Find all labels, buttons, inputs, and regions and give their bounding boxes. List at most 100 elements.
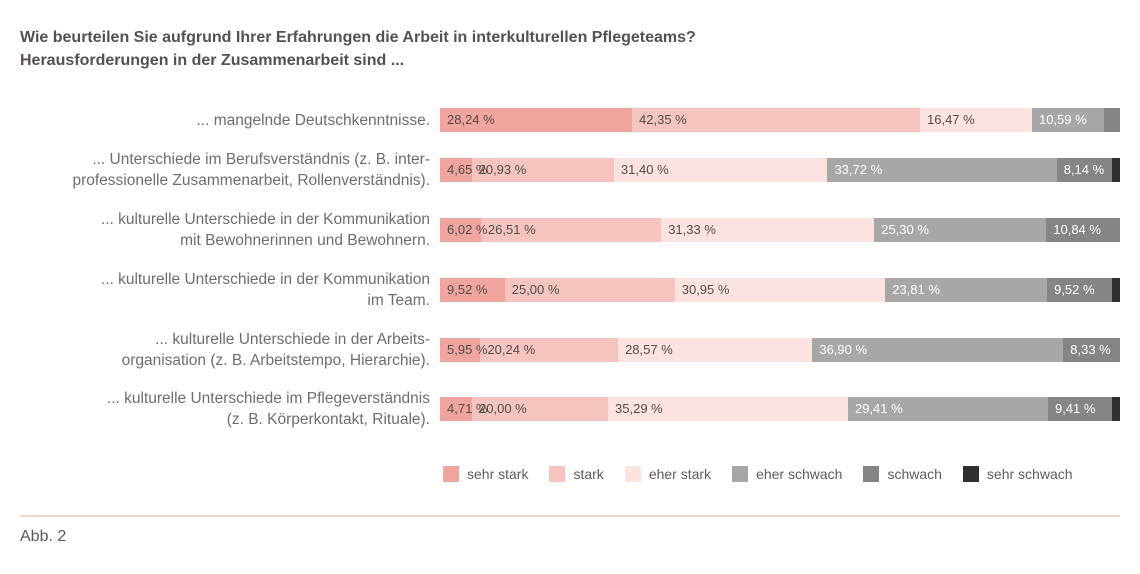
bar-segment-value: 8,33 % <box>1070 342 1111 357</box>
stacked-bar: 5,95 % 20,24 % 28,57 % 36,90 % 8,33 % <box>440 338 1120 362</box>
bar-segment-stark: 42,35 % <box>632 108 920 132</box>
bar-segment-stark: 20,93 % <box>471 158 614 182</box>
bar-segment-value: 28,57 % <box>625 342 673 357</box>
stacked-bar: 6,02 % 26,51 % 31,33 % 25,30 % 10,84 % <box>440 218 1120 242</box>
legend-swatch-icon <box>863 466 880 482</box>
legend-swatch-icon <box>549 466 566 482</box>
bar-segment-eher-stark: 28,57 % <box>618 338 813 362</box>
legend-item-sehr-schwach: sehr schwach <box>962 466 1073 482</box>
bar-segment-value: 25,30 % <box>881 222 929 237</box>
legend-label: sehr stark <box>467 466 529 482</box>
bar-segment-value: 31,40 % <box>620 162 669 177</box>
bar-segment-eher-stark: 30,95 % <box>674 278 886 302</box>
bar-segment-eher-stark: 16,47 % <box>920 108 1032 132</box>
bar-segment-sehr-schwach <box>1111 278 1120 302</box>
legend-label: eher stark <box>648 466 712 482</box>
legend-item-eher-schwach: eher schwach <box>732 466 842 482</box>
chart-legend: sehr stark stark eher stark eher schwach sch… <box>443 466 1073 482</box>
bar-segment-value: 6,02 % <box>447 222 488 237</box>
bar-segment-sehr-stark: 4,65 % <box>440 158 487 182</box>
legend-label: sehr schwach <box>986 466 1073 482</box>
bar-segment-value: 10,84 % <box>1053 222 1101 237</box>
bar-segment-eher-schwach: 23,81 % <box>885 278 1048 302</box>
legend-item-eher-stark: eher stark <box>624 466 712 482</box>
legend-label: eher schwach <box>756 466 843 482</box>
bar-segment-schwach: 8,33 % <box>1063 338 1120 362</box>
bar-segment-value: 20,00 % <box>479 401 527 416</box>
legend-swatch-icon <box>732 466 749 482</box>
bar-segment-schwach: 8,14 % <box>1056 158 1113 182</box>
bar-segment-value: 23,81 % <box>892 282 940 297</box>
bar-segment-sehr-stark: 5,95 % <box>440 338 487 362</box>
bar-segment-value: 10,59 % <box>1038 112 1087 127</box>
category-label: ... kulturelle Unterschiede in der Kommu… <box>100 271 430 309</box>
bar-segment-schwach: 10,84 % <box>1046 218 1120 242</box>
legend-label: schwach <box>887 466 942 482</box>
bar-segment-stark: 20,00 % <box>472 397 609 421</box>
stacked-bar: 4,65 % 20,93 % 31,40 % 33,72 % 8,14 % <box>440 158 1120 182</box>
bar-segment-eher-schwach: 29,41 % <box>847 397 1048 421</box>
legend-swatch-icon <box>624 466 641 482</box>
legend-item-stark: stark <box>549 466 604 482</box>
bar-segment-schwach <box>1103 108 1120 132</box>
legend-item-sehr-stark: sehr stark <box>443 466 528 482</box>
legend-swatch-icon <box>962 466 979 482</box>
stacked-bar: 28,24 % 42,35 % 16,47 % 10,59 % <box>440 108 1120 132</box>
bar-segment-value: 9,41 % <box>1054 401 1096 416</box>
category-label: ... kulturelle Unterschiede im Pflegever… <box>106 390 430 428</box>
bar-segment-value: 33,72 % <box>834 162 883 177</box>
bar-segment-value: 25,00 % <box>511 282 560 297</box>
bar-segment-value: 20,24 % <box>487 342 536 357</box>
bar-row: ... kulturelle Unterschiede in der Arbei… <box>0 318 1140 382</box>
category-label: ... kulturelle Unterschiede in der Arbei… <box>121 331 430 369</box>
stacked-bar: 4,71 % 20,00 % 35,29 % 29,41 % 9,41 % <box>440 397 1120 421</box>
bar-segment-value: 8,14 % <box>1063 162 1105 177</box>
legend-label: stark <box>573 466 604 482</box>
category-label: ... mangelnde Deutschkenntnisse. <box>196 111 431 129</box>
bar-segment-value: 26,51 % <box>487 222 536 237</box>
bar-row: ... kulturelle Unterschiede in der Kommu… <box>0 258 1140 322</box>
bar-segment-stark: 25,00 % <box>504 278 675 302</box>
bar-row: ... kulturelle Unterschiede im Pflegever… <box>0 377 1140 441</box>
bar-segment-value: 36,90 % <box>819 342 868 357</box>
bar-segment-sehr-stark: 4,71 % <box>440 397 487 421</box>
bar-segment-schwach: 9,52 % <box>1047 278 1112 302</box>
bar-segment-eher-schwach: 36,90 % <box>812 338 1064 362</box>
footer-divider-line <box>20 515 1120 517</box>
bar-segment-value: 9,52 % <box>447 282 488 297</box>
chart-title-line1: Wie beurteilen Sie aufgrund Ihrer Erfahr… <box>20 29 696 46</box>
bar-segment-schwach: 9,41 % <box>1047 397 1112 421</box>
chart-title-line2: Herausforderungen in der Zusammenarbeit … <box>20 52 405 69</box>
bar-segment-eher-schwach: 33,72 % <box>827 158 1057 182</box>
bar-segment-eher-stark: 31,40 % <box>613 158 828 182</box>
bar-row: ... mangelnde Deutschkenntnisse. 28,24 % 4… <box>0 88 1140 152</box>
bar-segment-sehr-stark: 28,24 % <box>440 108 633 132</box>
bar-segment-eher-schwach: 25,30 % <box>874 218 1047 242</box>
bar-segment-value: 31,33 % <box>668 222 716 237</box>
chart-title: Wie beurteilen Sie aufgrund Ihrer Erfahr… <box>20 26 1020 72</box>
bar-segment-eher-schwach: 10,59 % <box>1031 108 1104 132</box>
bar-segment-value: 20,93 % <box>478 162 527 177</box>
bar-segment-sehr-schwach <box>1112 158 1120 182</box>
bar-segment-stark: 26,51 % <box>480 218 662 242</box>
bar-segment-value: 30,95 % <box>681 282 730 297</box>
category-label: ... kulturelle Unterschiede in der Kommu… <box>100 211 430 249</box>
bar-segment-eher-stark: 35,29 % <box>608 397 848 421</box>
bar-segment-value: 42,35 % <box>639 112 687 127</box>
stacked-bar: 9,52 % 25,00 % 30,95 % 23,81 % 9,52 % <box>440 278 1120 302</box>
legend-swatch-icon <box>443 466 459 482</box>
bar-segment-value: 4,65 % <box>447 162 488 177</box>
bar-segment-sehr-schwach <box>1111 397 1120 421</box>
figure-caption: Abb. 2 <box>20 528 67 545</box>
bar-segment-value: 35,29 % <box>615 401 663 416</box>
bar-segment-value: 5,95 % <box>447 342 488 357</box>
bar-segment-value: 4,71 % <box>447 401 488 416</box>
bar-segment-eher-stark: 31,33 % <box>661 218 875 242</box>
bar-row: ... Unterschiede im Berufsverständnis (z… <box>0 138 1140 202</box>
bar-segment-value: 16,47 % <box>927 112 975 127</box>
bar-segment-value: 28,24 % <box>447 112 495 127</box>
bar-segment-value: 9,52 % <box>1054 282 1095 297</box>
category-label: ... Unterschiede im Berufsverständnis (z… <box>72 151 430 189</box>
legend-item-schwach: schwach <box>863 466 942 482</box>
